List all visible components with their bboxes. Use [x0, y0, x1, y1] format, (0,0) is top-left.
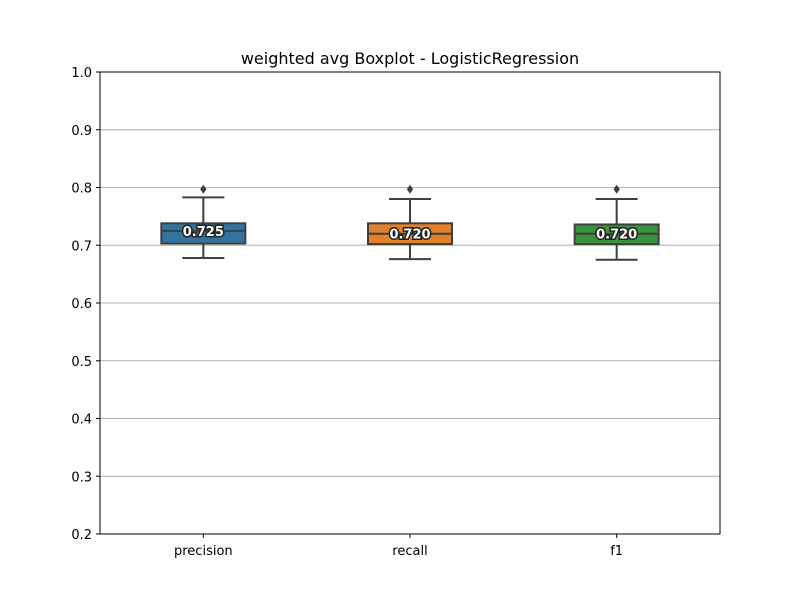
median-value-label: 0.725 — [183, 225, 224, 240]
median-value-label: 0.720 — [389, 228, 430, 243]
box-body — [160, 222, 247, 245]
y-tick-label: 0.3 — [71, 470, 92, 485]
x-tick-label-precision: precision — [174, 544, 233, 559]
box-precision: 0.725 — [160, 184, 247, 259]
outlier-marker — [406, 184, 414, 194]
median-value-label: 0.720 — [596, 228, 637, 243]
chart-title: weighted avg Boxplot - LogisticRegressio… — [241, 49, 579, 68]
y-tick-label: 0.2 — [71, 528, 92, 543]
y-tick-label: 0.9 — [71, 124, 92, 139]
box-recall: 0.720 — [367, 184, 453, 261]
y-tick-label: 1.0 — [71, 66, 92, 81]
box-layer: 0.725 0.720 0.720 — [160, 184, 660, 261]
x-tick-label-f1: f1 — [610, 544, 623, 559]
outlier-marker — [200, 184, 207, 194]
outlier-marker — [613, 184, 620, 194]
y-tick-label: 0.5 — [71, 355, 92, 370]
x-tick-label-recall: recall — [392, 544, 427, 559]
y-tick-label: 0.7 — [71, 239, 92, 254]
box-f1: 0.720 — [573, 184, 660, 261]
y-tick-label: 0.8 — [71, 182, 92, 197]
y-tick-label: 0.6 — [71, 297, 92, 312]
axis-layer: 0.2 0.3 0.4 0.5 0.6 0.7 0.8 0.9 1.0 precision reca… — [71, 66, 623, 559]
y-tick-label: 0.4 — [71, 413, 92, 428]
